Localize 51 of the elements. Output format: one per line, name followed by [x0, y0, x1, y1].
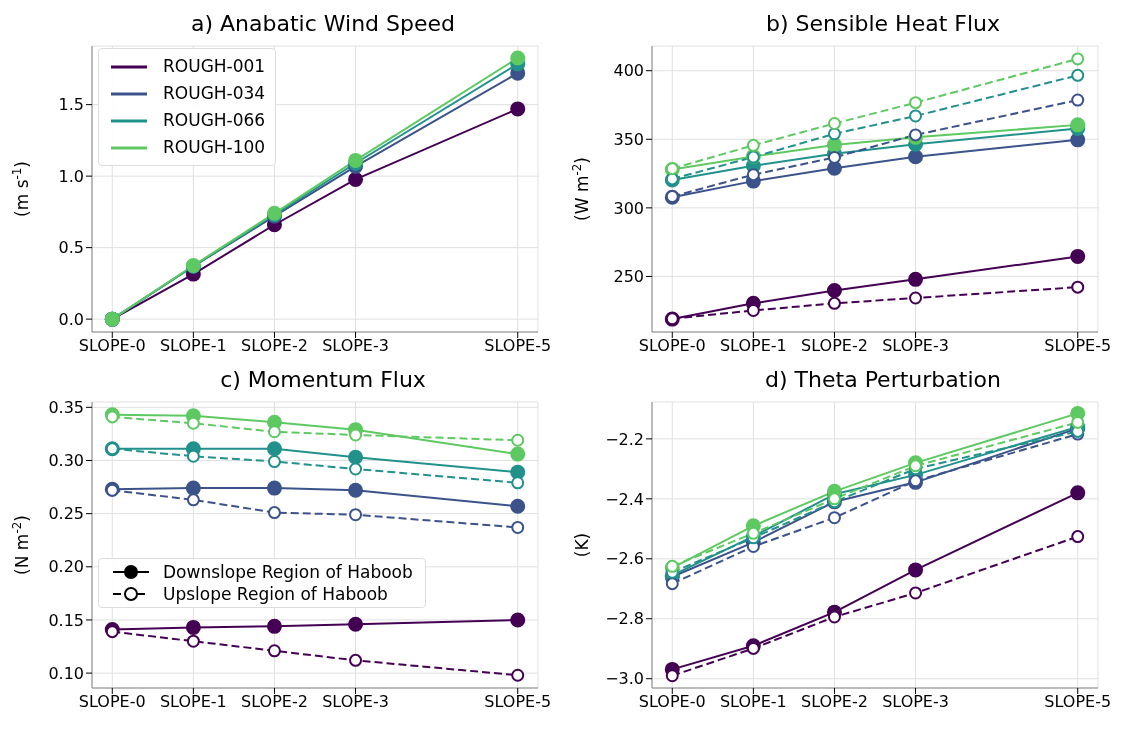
y-tick-label: 0.30	[48, 451, 84, 471]
y-tick-label: −2.8	[605, 609, 644, 629]
x-tick-label: SLOPE-0	[638, 692, 706, 712]
y-axis-title: (K)	[572, 532, 592, 558]
y-tick-label: −2.6	[605, 549, 644, 569]
y-tick-label: −2.2	[605, 429, 644, 449]
x-tick-label: SLOPE-3	[322, 336, 389, 356]
x-tick-label: SLOPE-2	[241, 692, 308, 712]
y-tick-label: −3.0	[605, 669, 644, 689]
x-tick-label: SLOPE-3	[322, 692, 389, 712]
legend-label: ROUGH-066	[163, 109, 266, 132]
legend-frame: Downslope Region of Haboob Upslope Region of Haboob	[98, 558, 426, 608]
y-tick-label: 1.5	[58, 95, 84, 115]
x-tick-label: SLOPE-1	[159, 336, 227, 356]
y-tick-label: 350	[613, 129, 644, 149]
x-tick-label: SLOPE-5	[1044, 336, 1112, 356]
x-tick-label: SLOPE-0	[78, 692, 146, 712]
y-tick-label: 300	[613, 198, 644, 218]
x-tick-label: SLOPE-1	[719, 692, 787, 712]
annotation: Upslope Region of Haboob	[163, 583, 388, 605]
x-tick-label: SLOPE-2	[801, 692, 868, 712]
x-tick-label: SLOPE-0	[638, 336, 706, 356]
y-tick-label: 0.35	[48, 398, 84, 417]
x-tick-label: SLOPE-2	[241, 336, 308, 356]
y-tick-label: 400	[613, 61, 644, 81]
x-tick-label: SLOPE-3	[882, 336, 949, 356]
annotation: Downslope Region of Haboob	[163, 561, 413, 583]
chart-title: c) Momentum Flux	[219, 366, 427, 394]
y-tick-label: 0.20	[48, 557, 84, 577]
x-tick-label: SLOPE-5	[484, 692, 552, 712]
x-tick-label: SLOPE-1	[159, 692, 227, 712]
chart-title: a) Anabatic Wind Speed	[189, 10, 457, 38]
y-tick-label: 0.25	[48, 504, 84, 524]
y-tick-label: 0.15	[48, 610, 84, 630]
chart-title: b) Sensible Heat Flux	[764, 10, 1002, 38]
y-tick-label: 0.5	[58, 238, 84, 258]
x-tick-label: SLOPE-2	[801, 336, 868, 356]
x-tick-label: SLOPE-5	[484, 336, 552, 356]
legend-label: ROUGH-001	[163, 55, 266, 78]
x-tick-label: SLOPE-5	[1044, 692, 1112, 712]
x-tick-label: SLOPE-3	[882, 692, 949, 712]
chart-title: d) Theta Perturbation	[764, 366, 1002, 394]
y-tick-label: 1.0	[58, 166, 84, 186]
y-tick-label: −2.4	[605, 489, 644, 509]
x-tick-label: SLOPE-1	[719, 336, 787, 356]
y-tick-label: 0.10	[48, 663, 84, 683]
y-tick-label: 0.0	[58, 309, 84, 329]
legend-label: ROUGH-034	[163, 82, 266, 105]
y-tick-label: 250	[613, 267, 644, 287]
x-tick-label: SLOPE-0	[78, 336, 146, 356]
legend-label: ROUGH-100	[163, 136, 266, 159]
